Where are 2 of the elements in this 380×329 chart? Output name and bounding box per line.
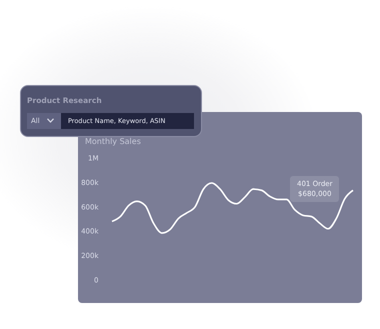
chart-title: Monthly Sales	[85, 137, 141, 146]
line-series	[111, 182, 354, 234]
